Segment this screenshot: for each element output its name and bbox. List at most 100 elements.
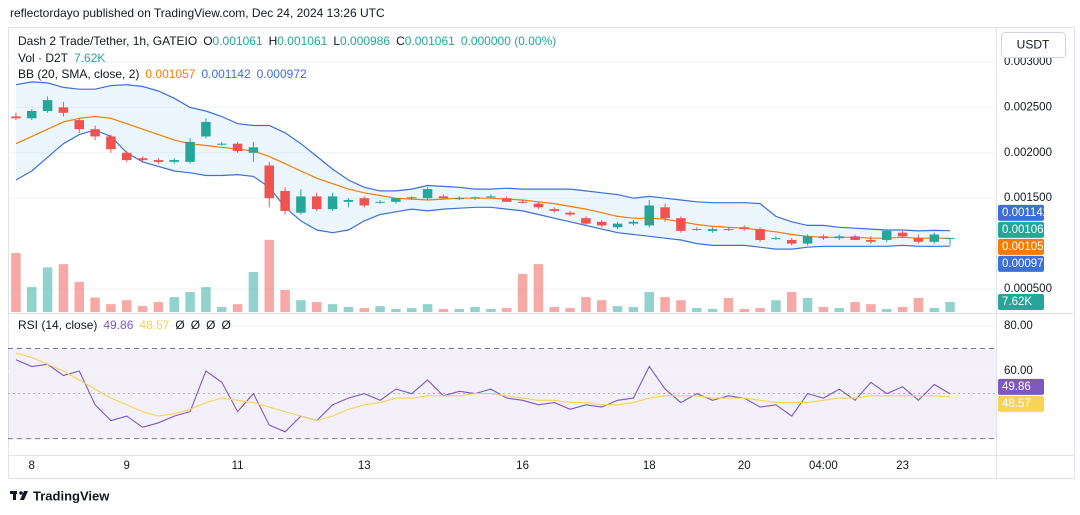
legend-extra: Ø — [221, 318, 230, 332]
candle-body — [264, 165, 274, 199]
candle-body — [581, 218, 591, 224]
ohlc-key: L — [333, 34, 340, 48]
x-tick-label: 04:00 — [809, 460, 838, 472]
candle-body — [913, 238, 924, 242]
volume-bar — [296, 300, 306, 312]
axis-value-label: 0.001061 — [1002, 224, 1050, 236]
y-tick-label: 0.003000 — [1004, 56, 1052, 68]
currency-label[interactable]: USDT — [1017, 38, 1050, 52]
x-tick-label: 8 — [29, 460, 35, 472]
candle-body — [470, 197, 480, 199]
volume-bar — [533, 264, 544, 312]
bb-basis-value: 0.001057 — [145, 67, 195, 81]
candle-body — [565, 212, 575, 215]
axis-value-box — [998, 204, 1044, 221]
axis-value-label: 48.57 — [1002, 398, 1031, 410]
bb-lower-line — [15, 129, 951, 250]
candle-body — [169, 160, 179, 162]
volume-bar — [945, 302, 955, 312]
volume-bar — [882, 308, 892, 312]
candle-body — [723, 229, 734, 231]
volume-bar — [327, 304, 338, 312]
candle-body — [422, 189, 433, 199]
volume-bar — [739, 308, 749, 312]
volume-bar — [486, 308, 496, 312]
candle-body — [343, 200, 354, 202]
bb-fill — [15, 81, 951, 250]
volume-bar — [454, 308, 464, 312]
volume-bar — [565, 308, 575, 312]
volume-bar — [122, 300, 132, 312]
volume-bar — [787, 292, 797, 312]
volume-bar — [723, 297, 734, 312]
volume-bar — [58, 264, 69, 312]
candle-body — [122, 152, 132, 161]
candle-body — [407, 197, 417, 199]
axis-value-label: 0.001057 — [1002, 241, 1050, 253]
publish-note: reflectordayo published on TradingView.c… — [10, 6, 385, 20]
currency-button[interactable] — [1001, 32, 1066, 58]
volume-bar — [660, 297, 670, 312]
rsi-title: RSI (14, close) — [18, 318, 97, 332]
volume-bar — [517, 273, 528, 312]
x-tick-label: 18 — [643, 460, 656, 472]
bb-lower-value: 0.000972 — [257, 67, 307, 81]
volume-bar — [11, 252, 21, 312]
candle-body — [137, 158, 148, 161]
candle-body — [11, 116, 21, 119]
volume-bar — [581, 297, 591, 312]
legend-extra: Ø — [191, 318, 200, 332]
volume-bar — [422, 304, 433, 312]
volume-bar — [217, 307, 227, 312]
ohlc-value: 0.001061 — [213, 34, 263, 48]
volume-bar — [106, 304, 116, 312]
candle-body — [438, 196, 449, 199]
candle-body — [517, 201, 528, 203]
candle-body — [201, 121, 211, 137]
axis-value-label: 0.001142 — [1002, 207, 1049, 219]
volume-bar — [42, 267, 53, 312]
candle-body — [850, 236, 860, 240]
bb-legend: BB (20, SMA, close, 2) 0.001057 0.001142 0.… — [18, 67, 307, 81]
y-tick-label: 0.000500 — [1004, 283, 1052, 295]
volume-bar — [470, 307, 480, 312]
price-legend: Dash 2 Trade/Tether, 1h, GATEIO O0.001061… — [18, 34, 556, 48]
candle-body — [612, 223, 623, 228]
candle-body — [280, 190, 290, 211]
volume-bar — [391, 308, 401, 312]
axis-value-box — [998, 238, 1044, 255]
ohlc-key: H — [269, 34, 278, 48]
plot-layer: 8 9 11 13 16 18 20 04:00 23 0.000500 0.001500 0.002… — [8, 56, 1052, 472]
candle-body — [676, 218, 686, 231]
symbol-title: Dash 2 Trade/Tether, 1h, GATEIO — [18, 34, 197, 48]
x-tick-label: 16 — [516, 460, 529, 472]
y-tick-label: 60.00 — [1004, 365, 1033, 377]
volume-bar — [375, 306, 385, 312]
candle-body — [755, 229, 765, 240]
candle-body — [58, 107, 69, 113]
candle-body — [644, 205, 654, 226]
volume-title: Vol · D2T — [18, 51, 69, 65]
volume-bar — [312, 302, 322, 312]
axis-value-box — [998, 395, 1044, 412]
candle-body — [866, 239, 876, 242]
volume-bar — [866, 304, 876, 312]
legend-extra: Ø — [206, 318, 215, 332]
x-tick-label: 9 — [124, 460, 130, 472]
candle-body — [707, 229, 718, 231]
volume-bar — [850, 302, 860, 312]
volume-bar — [280, 289, 290, 312]
volume-bar — [232, 304, 243, 312]
candle-body — [549, 209, 559, 211]
ohlc-key: C — [396, 34, 405, 48]
bb-basis-line — [15, 115, 951, 239]
axis-value-label: 7.62K — [1002, 296, 1032, 308]
axis-value-box — [998, 378, 1044, 395]
candle-body — [787, 239, 797, 244]
candle-body — [597, 221, 607, 226]
candle-body — [375, 201, 385, 203]
rsi-value: 49.86 — [103, 318, 133, 332]
axis-value-label: 0.000972 — [1002, 258, 1050, 270]
candle-body — [818, 236, 829, 239]
